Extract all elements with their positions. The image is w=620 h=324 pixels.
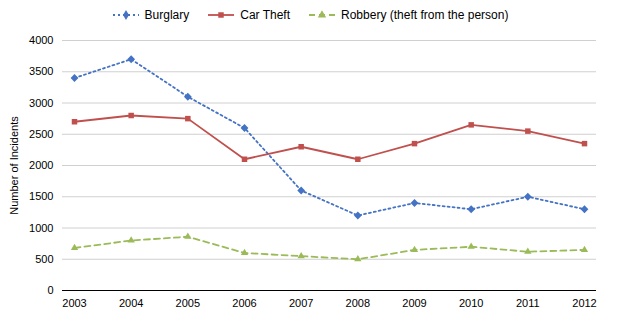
- svg-text:500: 500: [35, 253, 53, 265]
- svg-text:3500: 3500: [29, 65, 53, 77]
- html-text:Car Theft: Car Theft: [240, 8, 290, 22]
- svg-text:2005: 2005: [176, 297, 200, 309]
- svg-text:2006: 2006: [232, 297, 256, 309]
- svg-text:2011: 2011: [516, 297, 540, 309]
- html-text:Robbery (theft from the person: Robbery (theft from the person): [341, 8, 509, 22]
- svg-text:2004: 2004: [119, 297, 143, 309]
- svg-text:Number of Incidents: Number of Incidents: [8, 116, 20, 215]
- svg-text:2010: 2010: [459, 297, 483, 309]
- svg-text:2007: 2007: [289, 297, 313, 309]
- svg-text:4000: 4000: [29, 34, 53, 46]
- svg-text:2012: 2012: [572, 297, 596, 309]
- svg-text:1000: 1000: [29, 222, 53, 234]
- html-text:Burglary: Burglary: [144, 8, 190, 22]
- svg-text:2003: 2003: [62, 297, 86, 309]
- svg-text:0: 0: [47, 284, 53, 296]
- svg-text:3000: 3000: [29, 97, 53, 109]
- svg-text:2500: 2500: [29, 128, 53, 140]
- svg-text:2000: 2000: [29, 159, 53, 171]
- svg-text:1500: 1500: [29, 190, 53, 202]
- svg-text:2008: 2008: [346, 297, 370, 309]
- svg-text:2009: 2009: [402, 297, 426, 309]
